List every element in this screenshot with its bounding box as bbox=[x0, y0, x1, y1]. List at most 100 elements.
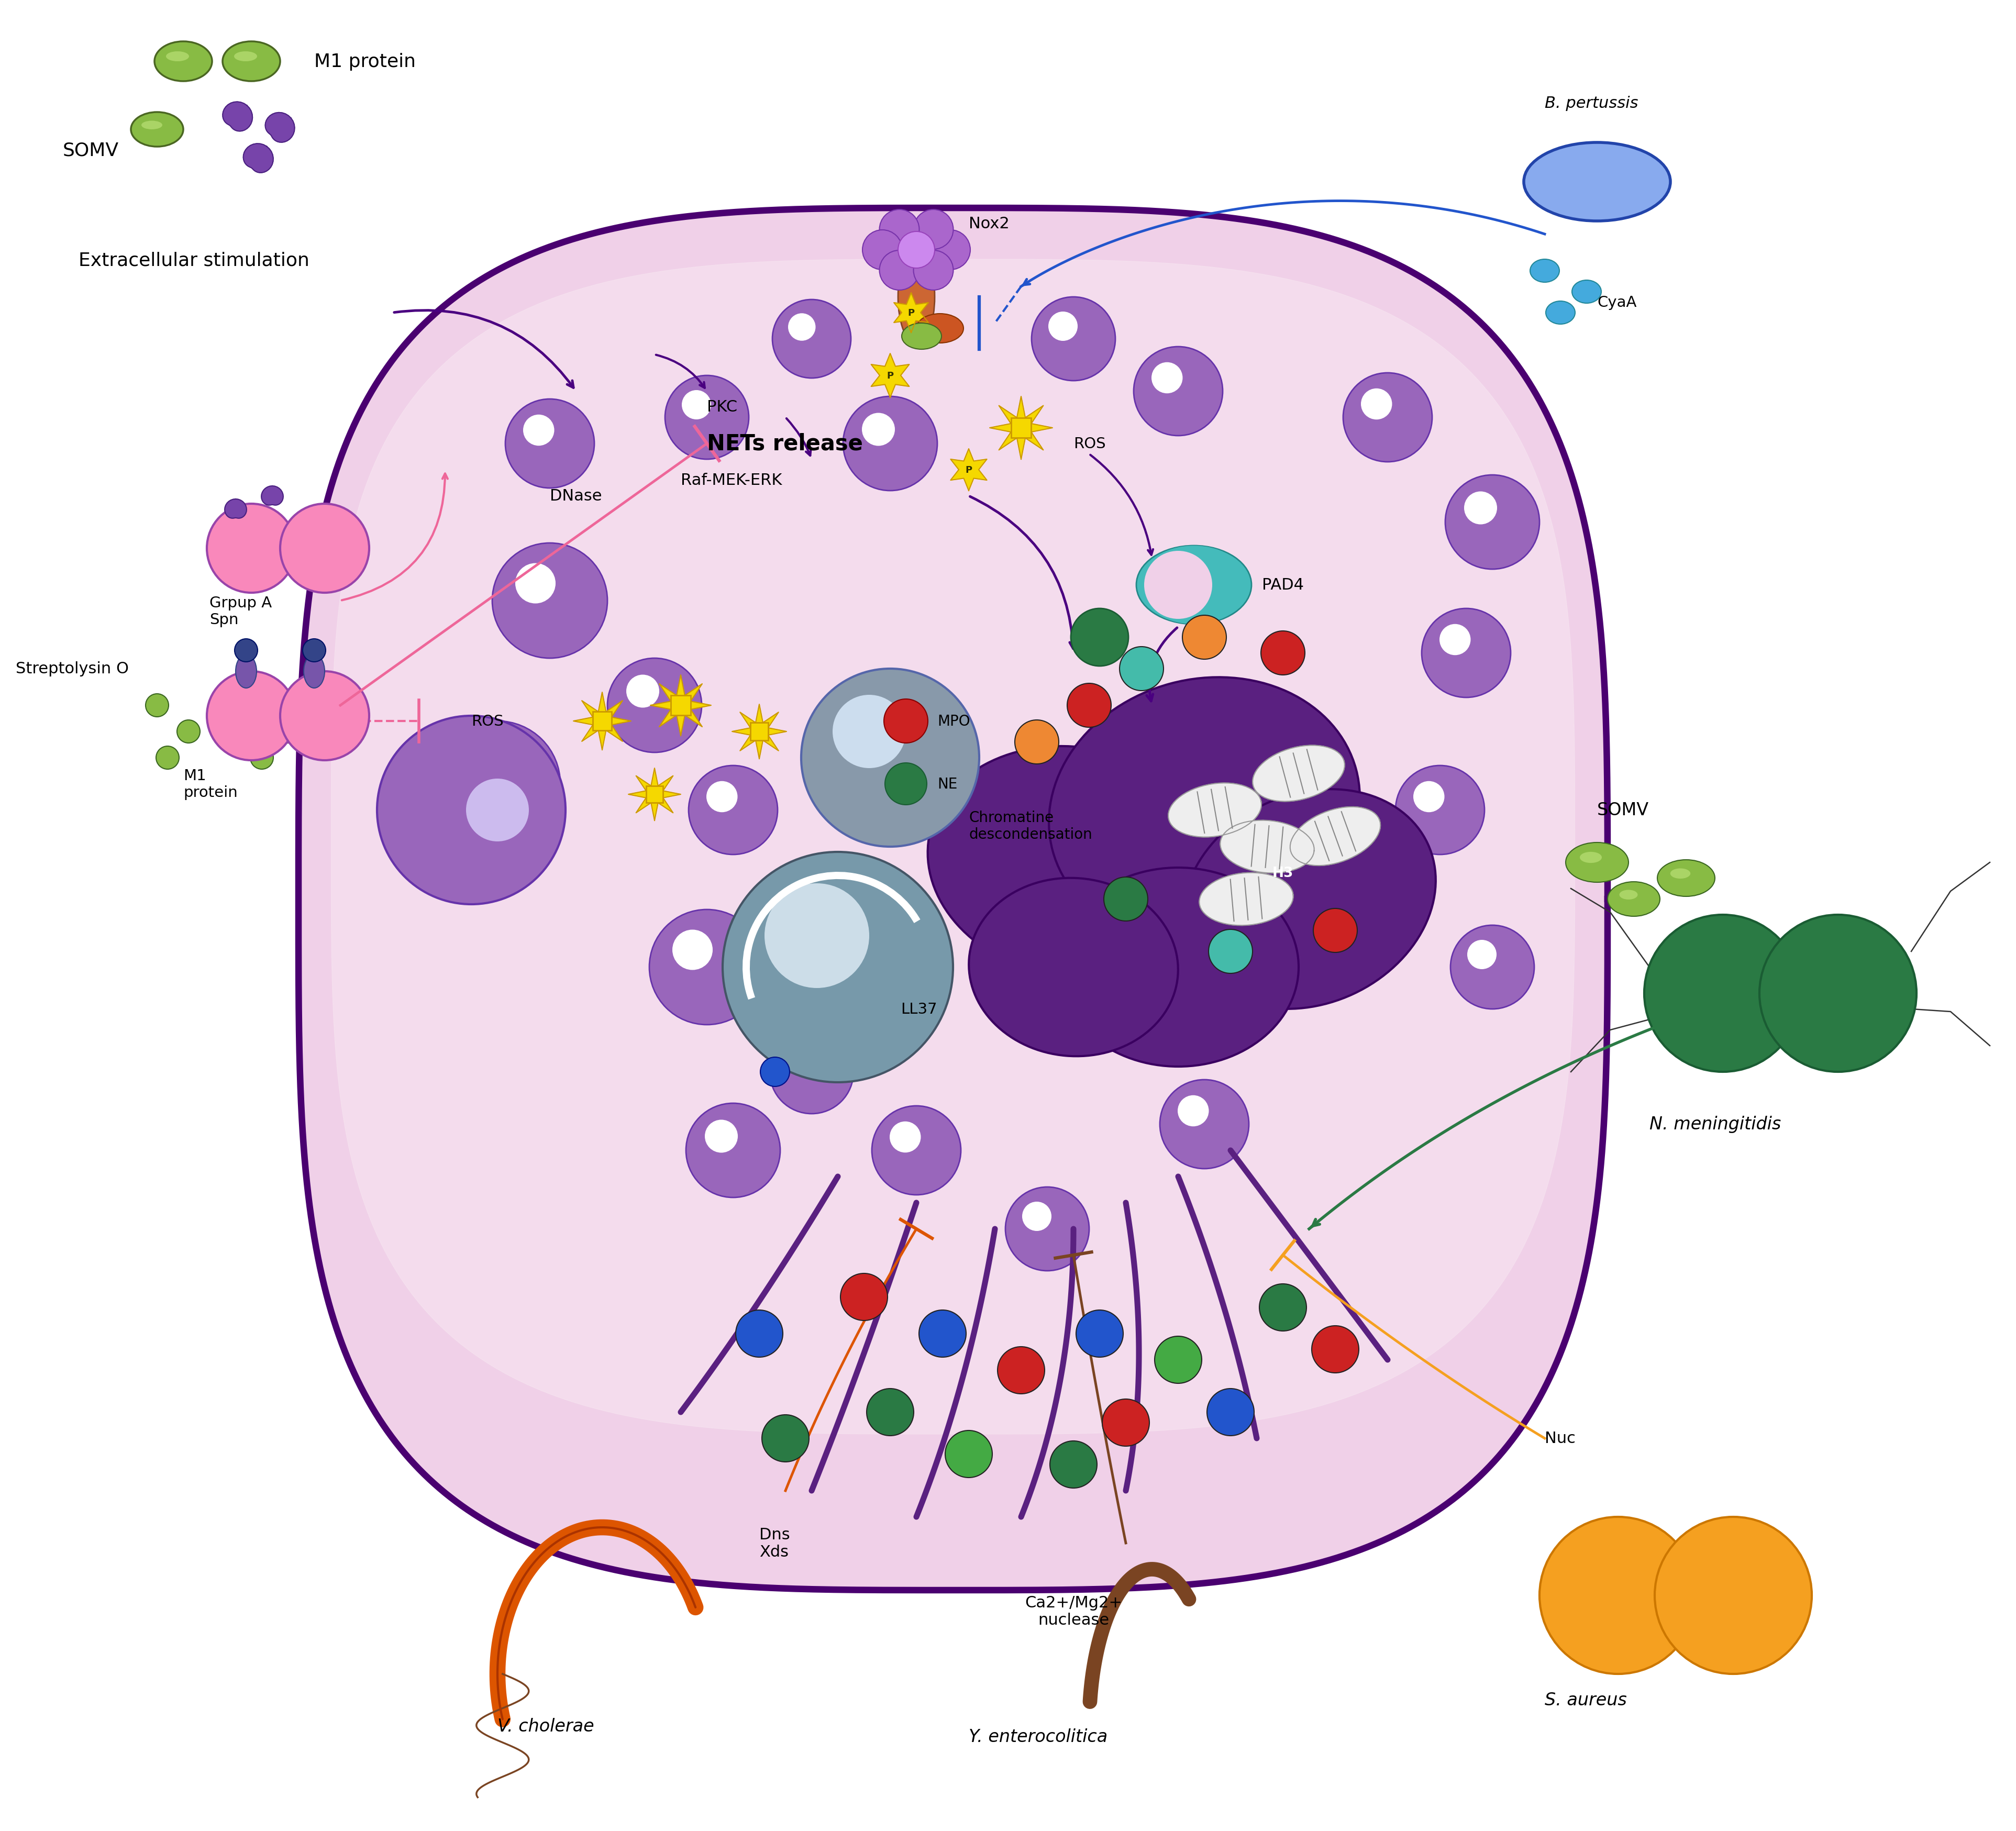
Polygon shape bbox=[893, 293, 927, 333]
Circle shape bbox=[208, 672, 296, 760]
Circle shape bbox=[736, 1311, 782, 1357]
Circle shape bbox=[841, 1274, 887, 1320]
Polygon shape bbox=[1290, 807, 1381, 866]
Circle shape bbox=[1151, 363, 1183, 394]
Text: CyaA: CyaA bbox=[1597, 295, 1637, 309]
Ellipse shape bbox=[917, 315, 964, 344]
Polygon shape bbox=[1167, 784, 1262, 837]
Text: PKC: PKC bbox=[708, 399, 738, 416]
Ellipse shape bbox=[1566, 842, 1629, 883]
Circle shape bbox=[145, 694, 169, 718]
Circle shape bbox=[863, 414, 895, 447]
Ellipse shape bbox=[141, 121, 163, 130]
FancyBboxPatch shape bbox=[750, 723, 768, 740]
Text: B. pertussis: B. pertussis bbox=[1544, 95, 1639, 112]
Circle shape bbox=[506, 399, 595, 489]
Circle shape bbox=[1208, 930, 1252, 974]
Circle shape bbox=[1014, 720, 1058, 764]
Circle shape bbox=[1343, 374, 1431, 461]
Circle shape bbox=[302, 639, 327, 663]
Circle shape bbox=[627, 676, 659, 709]
Ellipse shape bbox=[131, 112, 183, 146]
Ellipse shape bbox=[1546, 302, 1574, 324]
Circle shape bbox=[1022, 1201, 1052, 1230]
Ellipse shape bbox=[1530, 260, 1560, 282]
Circle shape bbox=[1050, 1441, 1097, 1489]
Circle shape bbox=[1006, 1186, 1089, 1271]
Text: MPO: MPO bbox=[937, 714, 970, 729]
Text: M1 protein: M1 protein bbox=[314, 53, 415, 71]
Ellipse shape bbox=[222, 42, 280, 82]
Circle shape bbox=[1395, 765, 1484, 855]
Text: N. meningitidis: N. meningitidis bbox=[1649, 1115, 1780, 1133]
Circle shape bbox=[706, 782, 738, 813]
Text: Extracellular stimulation: Extracellular stimulation bbox=[79, 253, 308, 269]
Circle shape bbox=[522, 416, 554, 447]
Ellipse shape bbox=[236, 655, 256, 688]
Text: NE: NE bbox=[937, 776, 958, 791]
Circle shape bbox=[1413, 782, 1443, 813]
Ellipse shape bbox=[155, 42, 212, 82]
Ellipse shape bbox=[927, 747, 1220, 980]
Text: PAD4: PAD4 bbox=[1262, 577, 1304, 593]
Circle shape bbox=[770, 1031, 853, 1113]
Ellipse shape bbox=[1572, 280, 1601, 304]
FancyBboxPatch shape bbox=[671, 696, 689, 716]
Circle shape bbox=[1119, 646, 1163, 690]
Text: P: P bbox=[907, 308, 915, 319]
Ellipse shape bbox=[1137, 546, 1252, 624]
Circle shape bbox=[689, 765, 778, 855]
Circle shape bbox=[998, 1348, 1044, 1393]
Ellipse shape bbox=[897, 251, 935, 344]
Text: LL37: LL37 bbox=[901, 1002, 937, 1016]
Circle shape bbox=[762, 1415, 808, 1461]
Ellipse shape bbox=[901, 324, 941, 350]
Circle shape bbox=[883, 699, 927, 743]
Text: P: P bbox=[887, 372, 893, 381]
Text: S. aureus: S. aureus bbox=[1544, 1692, 1627, 1708]
Circle shape bbox=[1077, 1311, 1123, 1357]
Circle shape bbox=[1439, 624, 1470, 655]
Circle shape bbox=[377, 716, 566, 905]
Circle shape bbox=[889, 1122, 921, 1154]
Circle shape bbox=[466, 778, 528, 842]
Circle shape bbox=[1070, 608, 1129, 666]
Circle shape bbox=[234, 639, 258, 663]
Circle shape bbox=[665, 375, 748, 460]
Circle shape bbox=[516, 564, 556, 604]
FancyBboxPatch shape bbox=[1012, 417, 1030, 438]
Circle shape bbox=[1655, 1516, 1812, 1674]
Circle shape bbox=[722, 851, 954, 1082]
Text: DNase: DNase bbox=[550, 489, 603, 504]
Circle shape bbox=[607, 659, 702, 753]
Circle shape bbox=[492, 544, 607, 659]
Text: ROS: ROS bbox=[1073, 436, 1105, 450]
Circle shape bbox=[786, 1046, 816, 1075]
Circle shape bbox=[1361, 388, 1393, 419]
Circle shape bbox=[1760, 916, 1917, 1071]
Polygon shape bbox=[224, 500, 246, 518]
Circle shape bbox=[760, 1056, 790, 1086]
Ellipse shape bbox=[1058, 868, 1298, 1067]
Circle shape bbox=[1312, 908, 1357, 952]
Text: ROS: ROS bbox=[472, 714, 504, 729]
Circle shape bbox=[177, 720, 200, 743]
Circle shape bbox=[919, 1311, 966, 1357]
Text: Chromatine
descondensation: Chromatine descondensation bbox=[970, 809, 1093, 842]
Circle shape bbox=[871, 1106, 962, 1196]
Circle shape bbox=[685, 1104, 780, 1197]
Circle shape bbox=[276, 720, 300, 743]
Polygon shape bbox=[629, 769, 681, 820]
Circle shape bbox=[867, 1388, 913, 1436]
Polygon shape bbox=[871, 353, 909, 397]
Polygon shape bbox=[732, 705, 786, 760]
Polygon shape bbox=[262, 487, 282, 505]
Ellipse shape bbox=[1607, 883, 1659, 917]
Polygon shape bbox=[1200, 873, 1292, 926]
Circle shape bbox=[788, 313, 816, 341]
Ellipse shape bbox=[970, 879, 1177, 1056]
Text: Nuc: Nuc bbox=[1544, 1430, 1577, 1446]
Circle shape bbox=[435, 721, 560, 848]
Circle shape bbox=[946, 1430, 992, 1478]
Circle shape bbox=[1540, 1516, 1697, 1674]
